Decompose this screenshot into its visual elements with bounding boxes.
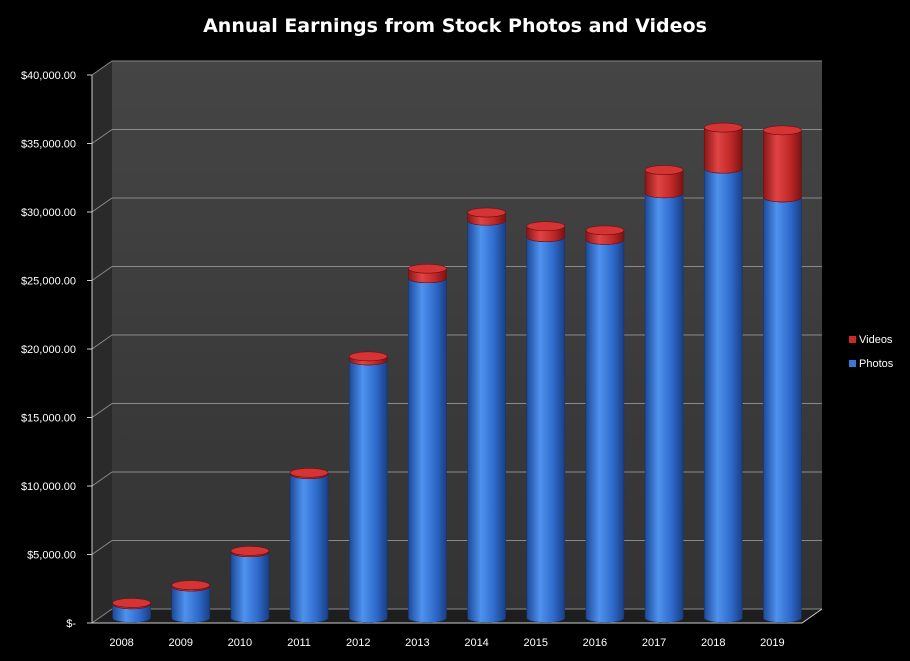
bar-stack-2013 xyxy=(408,263,447,623)
bar-stack-2014 xyxy=(467,207,506,623)
bar-top-videos-2016 xyxy=(585,225,625,236)
bar-top-videos-2017 xyxy=(644,165,684,175)
gridline-side xyxy=(91,471,113,487)
bar-photos-2012 xyxy=(348,360,388,623)
y-tick-label: $30,000.00 xyxy=(21,207,76,219)
x-tick-label: 2016 xyxy=(583,637,607,649)
x-tick-label: 2012 xyxy=(346,637,370,649)
x-tick-label: 2008 xyxy=(109,637,133,649)
bar-stack-2009 xyxy=(171,580,211,623)
legend-label-photos: Photos xyxy=(859,358,894,370)
gridline-side xyxy=(91,540,113,555)
y-tick-label: $- xyxy=(66,618,76,630)
gridlines xyxy=(91,60,822,624)
bar-photos-2013 xyxy=(408,278,447,623)
x-tick-label: 2014 xyxy=(464,637,488,649)
x-axis-line xyxy=(92,608,823,624)
bar-videos-2019 xyxy=(763,130,802,203)
bar-stack-2017 xyxy=(644,165,684,623)
y-tick-label: $10,000.00 xyxy=(21,481,76,493)
x-tick-label: 2018 xyxy=(701,637,725,649)
x-tick-label: 2019 xyxy=(760,637,784,649)
bar-top-videos-2010 xyxy=(230,546,270,556)
gridline-side xyxy=(91,334,113,350)
bar-photos-2019 xyxy=(763,197,802,623)
legend-swatch-videos xyxy=(849,336,856,343)
gridline-side xyxy=(91,197,113,213)
y-tick-label: $15,000.00 xyxy=(21,413,76,425)
bar-photos-2017 xyxy=(644,193,684,623)
bar-stack-2011 xyxy=(289,467,329,623)
x-tick-label: 2011 xyxy=(287,637,311,649)
x-tick-label: 2013 xyxy=(405,637,429,649)
bar-stack-2015 xyxy=(526,221,566,623)
bar-photos-2010 xyxy=(230,552,270,623)
bar-top-videos-2011 xyxy=(289,467,329,478)
bar-stack-2012 xyxy=(348,351,388,623)
x-tick-label: 2015 xyxy=(524,637,548,649)
bar-stack-2008 xyxy=(112,598,151,623)
bar-photos-2016 xyxy=(585,239,625,623)
bar-top-videos-2015 xyxy=(526,221,566,231)
bar-top-videos-2013 xyxy=(408,263,447,274)
bar-stack-2018 xyxy=(703,122,743,623)
legend-label-videos: Videos xyxy=(859,334,893,346)
legend: Videos Photos xyxy=(849,334,894,370)
x-tick-label: 2010 xyxy=(228,637,252,649)
x-tick-label: 2017 xyxy=(642,637,666,649)
gridline-side xyxy=(91,608,113,624)
bar-top-videos-2009 xyxy=(171,580,211,590)
floor xyxy=(92,609,822,623)
x-tick-label: 2009 xyxy=(169,637,193,649)
bar-photos-2011 xyxy=(289,474,329,623)
bar-photos-2018 xyxy=(703,168,743,623)
bar-stack-2016 xyxy=(585,225,625,623)
bar-stack-2010 xyxy=(230,546,270,623)
bar-top-videos-2018 xyxy=(703,122,743,133)
chart-title: Annual Earnings from Stock Photos and Vi… xyxy=(203,15,707,37)
bar-top-videos-2012 xyxy=(348,351,388,362)
bar-photos-2015 xyxy=(526,237,566,623)
x-tick-labels: 2008 2009 2010 2011 2012 2013 2014 2015 2016 2017… xyxy=(109,637,784,649)
y-tick-label: $35,000.00 xyxy=(21,139,76,151)
axes xyxy=(87,74,823,624)
bar-videos-2018 xyxy=(703,127,743,174)
bar-top-videos-2008 xyxy=(112,598,151,608)
bar-photos-2009 xyxy=(171,586,211,623)
gridline-side xyxy=(91,60,113,76)
bar-stack-2019 xyxy=(763,125,802,623)
bar-top-videos-2014 xyxy=(467,207,506,218)
bar-top-videos-2019 xyxy=(763,125,802,136)
y-tick-label: $5,000.00 xyxy=(27,550,76,562)
legend-swatch-photos xyxy=(849,360,856,367)
bars xyxy=(112,122,802,623)
gridline-side xyxy=(91,403,113,418)
gridline-side xyxy=(91,266,113,281)
y-tick-label: $40,000.00 xyxy=(21,70,76,82)
y-tick-label: $20,000.00 xyxy=(21,344,76,356)
gridline-side xyxy=(91,129,113,144)
y-tick-labels: $- $5,000.00 $10,000.00 $15,000.00 $20,000.0… xyxy=(21,70,76,630)
y-tick-label: $25,000.00 xyxy=(21,276,76,288)
bar-photos-2014 xyxy=(467,220,506,623)
